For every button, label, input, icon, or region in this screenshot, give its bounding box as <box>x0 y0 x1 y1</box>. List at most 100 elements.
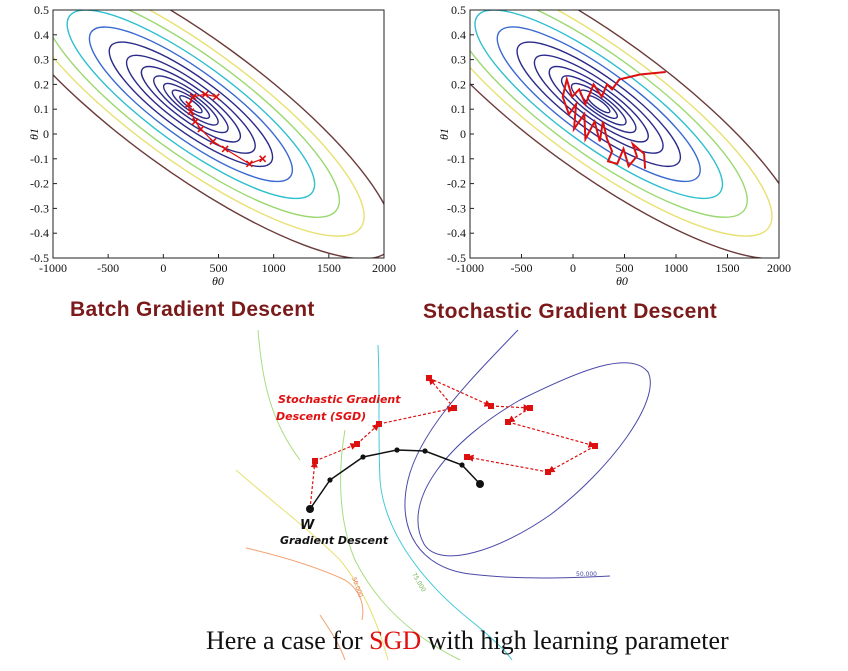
batch-path-point-4 <box>197 125 205 133</box>
sgd-step-4 <box>428 377 455 409</box>
batch-contour-level-11 <box>53 10 384 258</box>
gd-path-line <box>309 449 481 510</box>
sgd-contour-level-8 <box>474 10 724 200</box>
batch-ytick-10: -0.5 <box>30 251 49 265</box>
w-label: W <box>300 518 315 533</box>
sgd-step-8 <box>507 421 596 448</box>
batch-contour-level-8 <box>66 10 316 200</box>
sgd-step-5 <box>428 377 492 407</box>
sgd-contour-level-2 <box>570 82 627 126</box>
sgd-path-line <box>561 71 666 169</box>
batch-ytick-4: 0.1 <box>34 102 49 116</box>
batch-xlabel: θ0 <box>212 274 224 288</box>
batch-contour-level-3 <box>153 75 229 134</box>
diagram-contours <box>235 329 651 661</box>
batch-ytick-5: 0 <box>43 127 49 141</box>
sgd-contour-level-4 <box>548 65 649 143</box>
batch-path-point-3 <box>209 137 217 146</box>
sgd-xtick-6: 2000 <box>767 261 791 275</box>
sgd-contour-level-6 <box>516 41 682 168</box>
sgd-ytick-2: 0.3 <box>451 53 466 67</box>
batch-contour-level-0 <box>179 95 203 114</box>
batch-ytick-0: 0.5 <box>34 3 49 17</box>
batch-contour-level-2 <box>162 82 219 126</box>
sgd-point-11 <box>464 454 470 460</box>
sgd-label-line2: Descent (SGD) <box>276 410 366 423</box>
sgd-ytick-5: 0 <box>460 127 466 141</box>
diagram-orange-contour <box>245 547 364 621</box>
sgd-axis-ticks: -1000 -500 0 500 1000 1500 2000 0.5 0.4 0.3 0.2 0.1… <box>447 3 791 275</box>
batch-contour-level-5 <box>125 54 256 154</box>
sgd-step-3 <box>378 405 455 425</box>
batch-plot-frame <box>52 9 385 259</box>
sgd-step-1 <box>314 443 358 462</box>
sgd-contour-level-9 <box>470 10 748 218</box>
sgd-point-2 <box>354 441 360 447</box>
diagram-green-contour <box>340 429 461 661</box>
sgd-ytick-6: -0.1 <box>447 152 466 166</box>
sgd-ytick-1: 0.4 <box>451 28 466 42</box>
sgd-point-8 <box>505 419 511 425</box>
sgd-ytick-3: 0.2 <box>451 77 466 91</box>
diagram-yellow-contour <box>235 469 389 661</box>
diagram-gd-path <box>306 447 484 513</box>
sgd-xlabel: θ0 <box>616 274 628 288</box>
diagram-orange2-contour <box>319 614 346 661</box>
batch-path-point-1 <box>245 160 253 168</box>
sgd-step-10 <box>466 454 549 473</box>
sgd-xtick-2: 0 <box>570 261 576 275</box>
batch-xtick-1: -500 <box>97 261 119 275</box>
batch-xtick-5: 1500 <box>317 261 341 275</box>
sgd-label-line1: Stochastic Gradient <box>278 393 401 406</box>
sgd-contour-level-7 <box>496 26 701 183</box>
batch-path-point-0 <box>259 155 267 163</box>
gd-point-0 <box>306 505 314 513</box>
caption-text-start: Here a case for <box>206 626 370 655</box>
batch-contour-level-6 <box>108 41 274 168</box>
batch-path-point-6 <box>187 108 195 116</box>
sgd-ylabel: θ1 <box>437 128 451 140</box>
diagram-inner-ellipse <box>417 362 651 557</box>
gd-point-2 <box>360 454 366 460</box>
sgd-plot-frame <box>469 9 780 259</box>
gd-point-3 <box>394 447 400 453</box>
batch-path-point-8 <box>189 93 197 101</box>
sgd-point-9 <box>592 443 598 449</box>
batch-ytick-2: 0.3 <box>34 53 49 67</box>
diagram-cyan-contour <box>377 344 513 661</box>
batch-contour-level-10 <box>53 10 365 237</box>
batch-gd-plot: -1000 -500 0 500 1000 1500 2000 0.5 0.4 0.3 0.2 0.1… <box>27 3 396 321</box>
batch-path-point-5 <box>191 118 199 126</box>
batch-ytick-8: -0.3 <box>30 201 49 215</box>
caption-highlight: SGD <box>369 626 422 655</box>
sgd-ytick-10: -0.5 <box>447 251 466 265</box>
sgd-point-10 <box>545 469 551 475</box>
sgd-contour-level-11 <box>470 10 779 258</box>
batch-path-point-2 <box>221 145 229 153</box>
batch-contour-level-7 <box>88 26 294 183</box>
sgd-step-9 <box>547 445 596 473</box>
sgd-xtick-4: 1000 <box>664 261 688 275</box>
diagram-outer-contour <box>404 329 611 579</box>
diagram-sgd-path <box>309 375 598 510</box>
batch-ytick-7: -0.2 <box>30 177 49 191</box>
sgd-point-1 <box>312 458 318 464</box>
batch-ytick-3: 0.2 <box>34 77 49 91</box>
diagram-green2-contour <box>257 329 301 461</box>
batch-ytick-1: 0.4 <box>34 28 49 42</box>
sgd-point-5 <box>426 375 432 381</box>
gd-point-6 <box>476 480 484 488</box>
diagram-contour-label-3: 50.000 <box>576 571 597 578</box>
sgd-title: Stochastic Gradient Descent <box>423 300 717 323</box>
gd-point-1 <box>327 477 333 483</box>
batch-path-point-10 <box>212 93 220 101</box>
diagram-contour-label-2: 75.000 <box>410 572 427 594</box>
batch-xtick-6: 2000 <box>372 261 396 275</box>
batch-contours <box>53 10 384 258</box>
batch-path-point-7 <box>185 100 193 108</box>
batch-xtick-0: -1000 <box>39 261 67 275</box>
batch-gd-title: Batch Gradient Descent <box>70 298 315 321</box>
gd-label: Gradient Descent <box>280 534 389 547</box>
batch-gd-path <box>185 90 267 168</box>
batch-ytick-6: -0.1 <box>30 152 49 166</box>
